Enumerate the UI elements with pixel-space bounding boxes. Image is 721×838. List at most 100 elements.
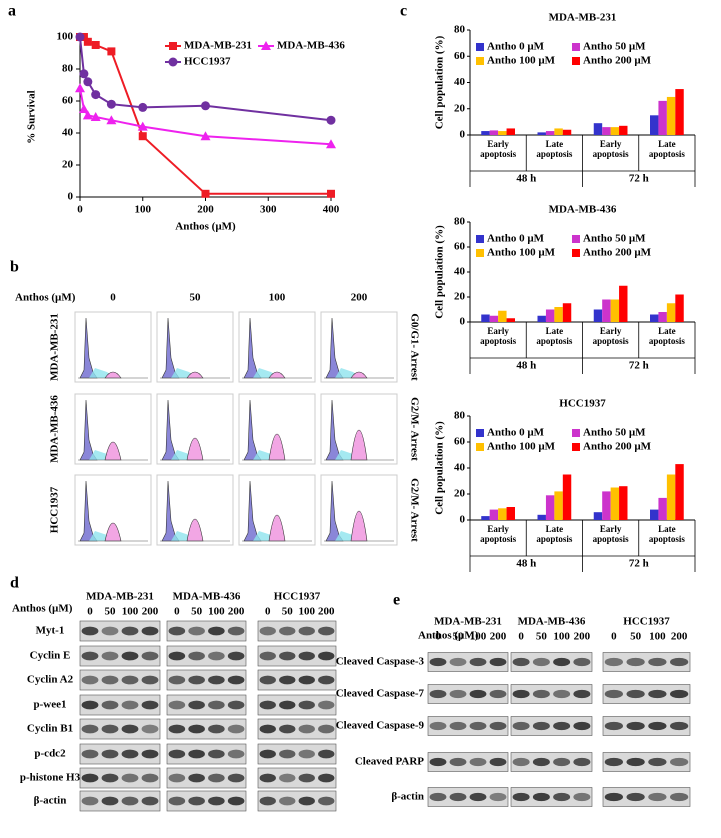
band <box>669 721 689 731</box>
legend-label: Antho 50 µM <box>583 233 646 245</box>
blot-strip <box>79 767 161 789</box>
band <box>141 749 159 759</box>
group-label: 48 h <box>516 360 536 372</box>
band <box>101 773 119 783</box>
band <box>121 773 139 783</box>
band <box>489 721 507 731</box>
marker <box>201 189 210 198</box>
band <box>188 796 205 806</box>
dose-label: 200 <box>671 631 688 643</box>
y-tick-label: 80 <box>454 216 466 228</box>
band <box>626 757 645 767</box>
dose-label: 50 <box>630 631 642 643</box>
bar <box>675 464 684 520</box>
marker <box>326 115 336 125</box>
band <box>626 721 645 731</box>
arrest-label: G0/G1- Arrest <box>408 313 420 381</box>
category-label-box: Late apoptosis <box>536 139 572 159</box>
blot-strip <box>427 652 509 672</box>
band <box>188 773 205 783</box>
category-label-box: Late apoptosis <box>536 524 572 544</box>
band <box>449 757 467 767</box>
band <box>318 796 335 806</box>
dose-label: 100 <box>470 631 487 643</box>
protein-label: Cleaved Caspase-9 <box>336 720 425 732</box>
dose-label: 0 <box>174 606 180 618</box>
group-label: 72 h <box>629 558 649 570</box>
x-tick-label: Early apoptosis <box>592 326 629 346</box>
band <box>298 651 315 661</box>
x-tick-label: 200 <box>197 204 214 216</box>
bar <box>489 315 499 322</box>
marker <box>78 104 89 113</box>
band <box>101 749 119 759</box>
blot-strip <box>602 716 691 736</box>
marker <box>107 47 116 56</box>
band <box>101 700 119 710</box>
cell-line-label: MDA-MB-231 <box>434 616 502 628</box>
legend-label: Antho 0 µM <box>487 427 545 439</box>
y-tick-label: 0 <box>68 191 74 203</box>
band <box>469 657 487 667</box>
dose-label: 100 <box>649 631 666 643</box>
band <box>208 773 225 783</box>
x-tick-label: Early apoptosis <box>592 524 629 544</box>
band <box>573 657 591 667</box>
marker <box>75 83 85 93</box>
band <box>168 749 186 759</box>
band <box>141 773 159 783</box>
band <box>669 657 689 667</box>
band <box>259 724 276 734</box>
band <box>604 657 624 667</box>
x-tick-label: 0 <box>77 204 83 216</box>
y-tick-label: 40 <box>454 462 466 474</box>
band <box>279 796 296 806</box>
bar <box>602 491 611 520</box>
band <box>429 757 447 767</box>
band <box>429 792 447 802</box>
dose-header: 50 <box>190 292 202 304</box>
dose-label: 0 <box>265 606 271 618</box>
band <box>626 689 645 699</box>
band <box>318 700 335 710</box>
bar <box>610 127 620 135</box>
x-tick-label: Early apoptosis <box>480 524 517 544</box>
protein-label: p-wee1 <box>34 699 67 711</box>
band <box>512 757 530 767</box>
band <box>101 626 119 636</box>
blot-strip <box>602 787 691 807</box>
group-label: 72 h <box>629 173 649 185</box>
bar <box>537 514 546 520</box>
band <box>298 675 315 685</box>
blot-strip <box>257 620 337 642</box>
bar <box>593 309 603 322</box>
dose-label: 50 <box>536 631 548 643</box>
band <box>81 796 99 806</box>
blot-strip <box>427 716 509 736</box>
band <box>259 651 276 661</box>
group-label: 72 h <box>629 360 649 372</box>
legend-swatch <box>476 235 484 243</box>
dose-label: Anthos (µM) <box>15 292 76 304</box>
bar <box>545 309 555 322</box>
bar <box>675 294 684 322</box>
blot-strip <box>79 718 161 740</box>
legend-label: MDA-MB-436 <box>277 40 345 52</box>
legend-swatch <box>476 43 484 51</box>
bar <box>481 314 490 322</box>
legend-label: Antho 0 µM <box>487 233 545 245</box>
band <box>532 689 550 699</box>
dose-label: 200 <box>490 631 507 643</box>
bar <box>554 307 563 322</box>
legend-label: Antho 50 µM <box>583 427 646 439</box>
legend-label: Antho 100 µM <box>487 247 556 259</box>
band <box>669 689 689 699</box>
legend-marker <box>261 41 271 50</box>
x-tick-label: Early apoptosis <box>592 139 629 159</box>
category-label-box: Early apoptosis <box>480 326 516 346</box>
dose-label: Anthos (µM) <box>12 603 73 615</box>
band <box>648 657 667 667</box>
band <box>298 700 315 710</box>
bar <box>666 303 676 322</box>
band <box>188 700 205 710</box>
